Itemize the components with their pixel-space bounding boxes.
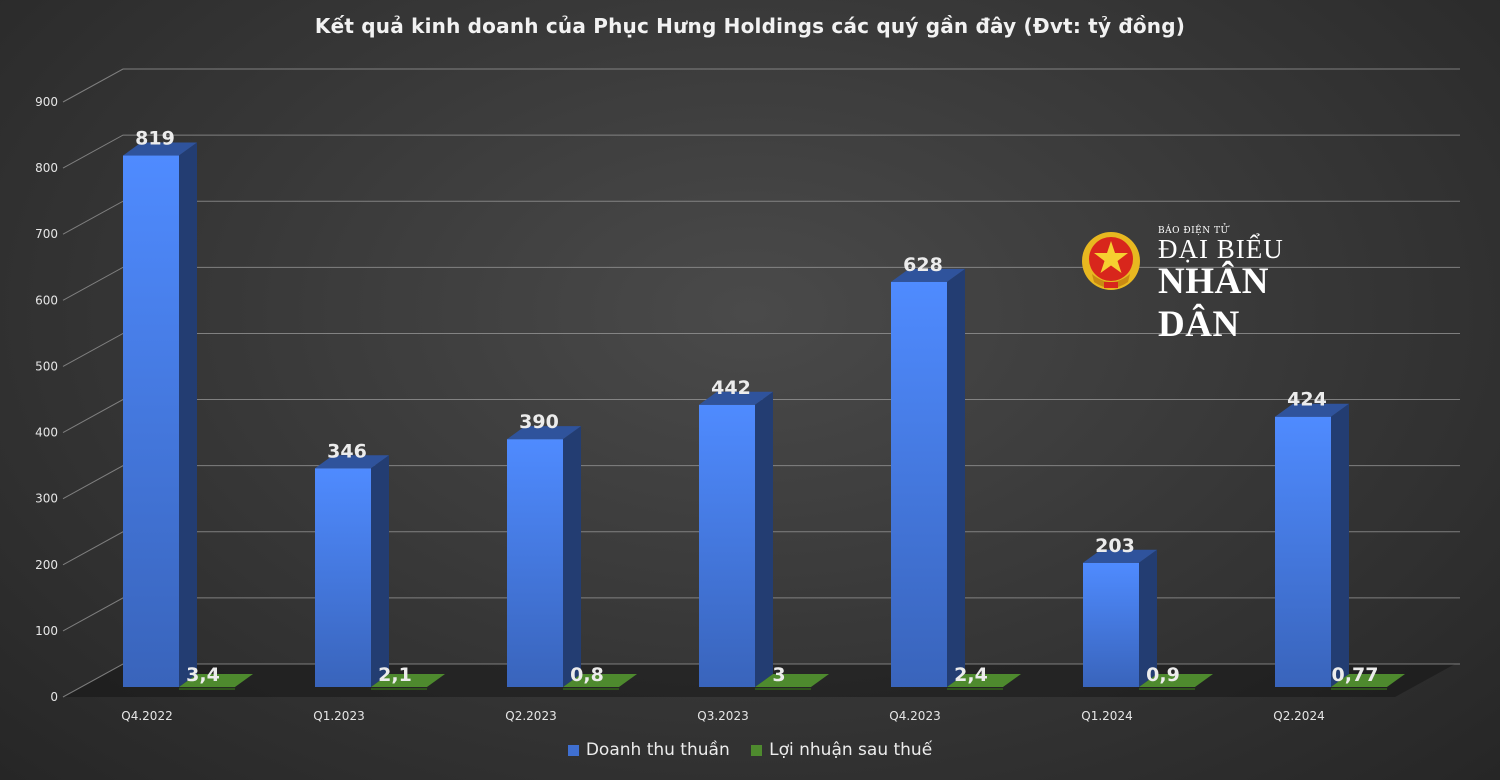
bar-profit-front <box>563 688 619 690</box>
bar-profit-front <box>1139 688 1195 690</box>
y-tick-label: 100 <box>35 624 58 638</box>
bar-revenue-side <box>371 455 389 687</box>
bar-revenue <box>1083 562 1139 687</box>
legend-label-revenue: Doanh thu thuần <box>585 740 730 760</box>
legend-label-profit: Lợi nhuận sau thuế <box>769 740 933 760</box>
newspaper-watermark: BÁO ĐIỆN TỬ ĐẠI BIỂU NHÂN DÂN <box>1080 226 1350 345</box>
bar-revenue <box>1275 416 1331 687</box>
x-tick-label: Q3.2023 <box>697 709 748 723</box>
bar-revenue <box>891 281 947 687</box>
bar-revenue-top <box>699 391 773 405</box>
legend-swatch-revenue <box>567 744 579 756</box>
data-label-profit: 2,1 <box>378 664 412 686</box>
bar-revenue <box>315 468 371 687</box>
y-tick-label: 500 <box>35 359 58 373</box>
bar-revenue-top <box>1083 549 1157 563</box>
x-tick-label: Q1.2023 <box>313 709 364 723</box>
data-label-profit: 0,77 <box>1332 664 1379 686</box>
bar-revenue-side <box>563 426 581 687</box>
gridline <box>62 134 1460 169</box>
data-label-profit: 0,8 <box>570 664 604 686</box>
bar-profit-front <box>371 688 427 690</box>
watermark-line-1: BÁO ĐIỆN TỬ <box>1158 226 1229 236</box>
data-label-profit: 2,4 <box>954 664 988 686</box>
data-label-revenue: 628 <box>903 254 943 276</box>
x-tick-label: Q1.2024 <box>1081 709 1132 723</box>
y-tick-label: 600 <box>35 293 58 307</box>
chart-title: Kết quả kinh doanh của Phục Hưng Holding… <box>314 14 1186 38</box>
x-tick-label: Q4.2022 <box>121 709 172 723</box>
bar-revenue-top <box>891 268 965 282</box>
bar-profit <box>563 674 637 687</box>
data-label-revenue: 346 <box>327 440 367 462</box>
bar-profit-front <box>1331 688 1387 690</box>
bar-revenue-top <box>507 426 581 440</box>
bar-revenue-side <box>179 142 197 688</box>
data-label-profit: 3 <box>772 664 785 686</box>
x-tick-label: Q2.2024 <box>1273 709 1324 723</box>
watermark-line-3: NHÂN DÂN <box>1158 261 1269 345</box>
bar-profit-front <box>755 688 811 690</box>
bar-profit <box>1331 674 1405 687</box>
data-label-revenue: 442 <box>711 377 751 399</box>
y-tick-label: 300 <box>35 492 58 506</box>
bar-profit-front <box>179 687 235 690</box>
y-tick-label: 200 <box>35 558 58 572</box>
bar-revenue <box>507 439 563 687</box>
data-label-profit: 3,4 <box>186 664 220 686</box>
y-tick-label: 700 <box>35 227 58 241</box>
data-label-revenue: 203 <box>1095 535 1135 557</box>
bar-revenue-side <box>755 391 773 687</box>
bar-revenue-top <box>123 142 197 156</box>
y-tick-label: 800 <box>35 161 58 175</box>
bar-revenue-side <box>1331 403 1349 687</box>
x-axis-ticks: Q4.2022 Q1.2023 Q2.2023 Q3.2023 Q4.2023 Q1.20… <box>121 709 1324 723</box>
bar-profit <box>1139 674 1213 687</box>
legend: Doanh thu thuần Lợi nhuận sau thuế <box>0 740 1500 761</box>
data-label-revenue: 390 <box>519 411 559 433</box>
bars-layer <box>123 142 1405 690</box>
y-tick-label: 400 <box>35 426 58 440</box>
legend-item-profit: Lợi nhuận sau thuế <box>751 740 932 760</box>
x-tick-label: Q2.2023 <box>505 709 556 723</box>
bar-revenue-top <box>1275 403 1349 417</box>
data-label-profit: 0,9 <box>1146 664 1180 686</box>
bar-revenue <box>699 404 755 687</box>
bar-revenue-side <box>1139 549 1157 687</box>
bar-profit <box>371 674 445 687</box>
national-emblem-icon <box>1082 232 1140 290</box>
data-label-revenue: 424 <box>1287 389 1327 411</box>
x-tick-label: Q4.2023 <box>889 709 940 723</box>
y-tick-label: 900 <box>35 95 58 109</box>
bar-revenue <box>123 155 179 688</box>
data-label-revenue: 819 <box>135 128 175 150</box>
bar-profit-front <box>947 688 1003 690</box>
bar-profit <box>947 674 1021 687</box>
y-tick-label: 0 <box>50 690 58 704</box>
bar-revenue-top <box>315 455 389 469</box>
legend-item-revenue: Doanh thu thuần <box>567 740 730 760</box>
bar-profit <box>755 674 829 687</box>
gridline <box>62 68 1460 103</box>
y-axis-ticks: 0 100 200 300 400 500 600 700 800 900 <box>35 95 58 704</box>
bar-profit <box>179 674 253 687</box>
bar-revenue-side <box>947 268 965 687</box>
legend-swatch-profit <box>751 744 763 756</box>
watermark-line-2: ĐẠI BIỂU <box>1158 234 1284 264</box>
data-labels-layer: 819 3,4 346 2,1 390 0,8 442 3 628 2,4 203 0,9 424 0,7… <box>135 128 1378 686</box>
